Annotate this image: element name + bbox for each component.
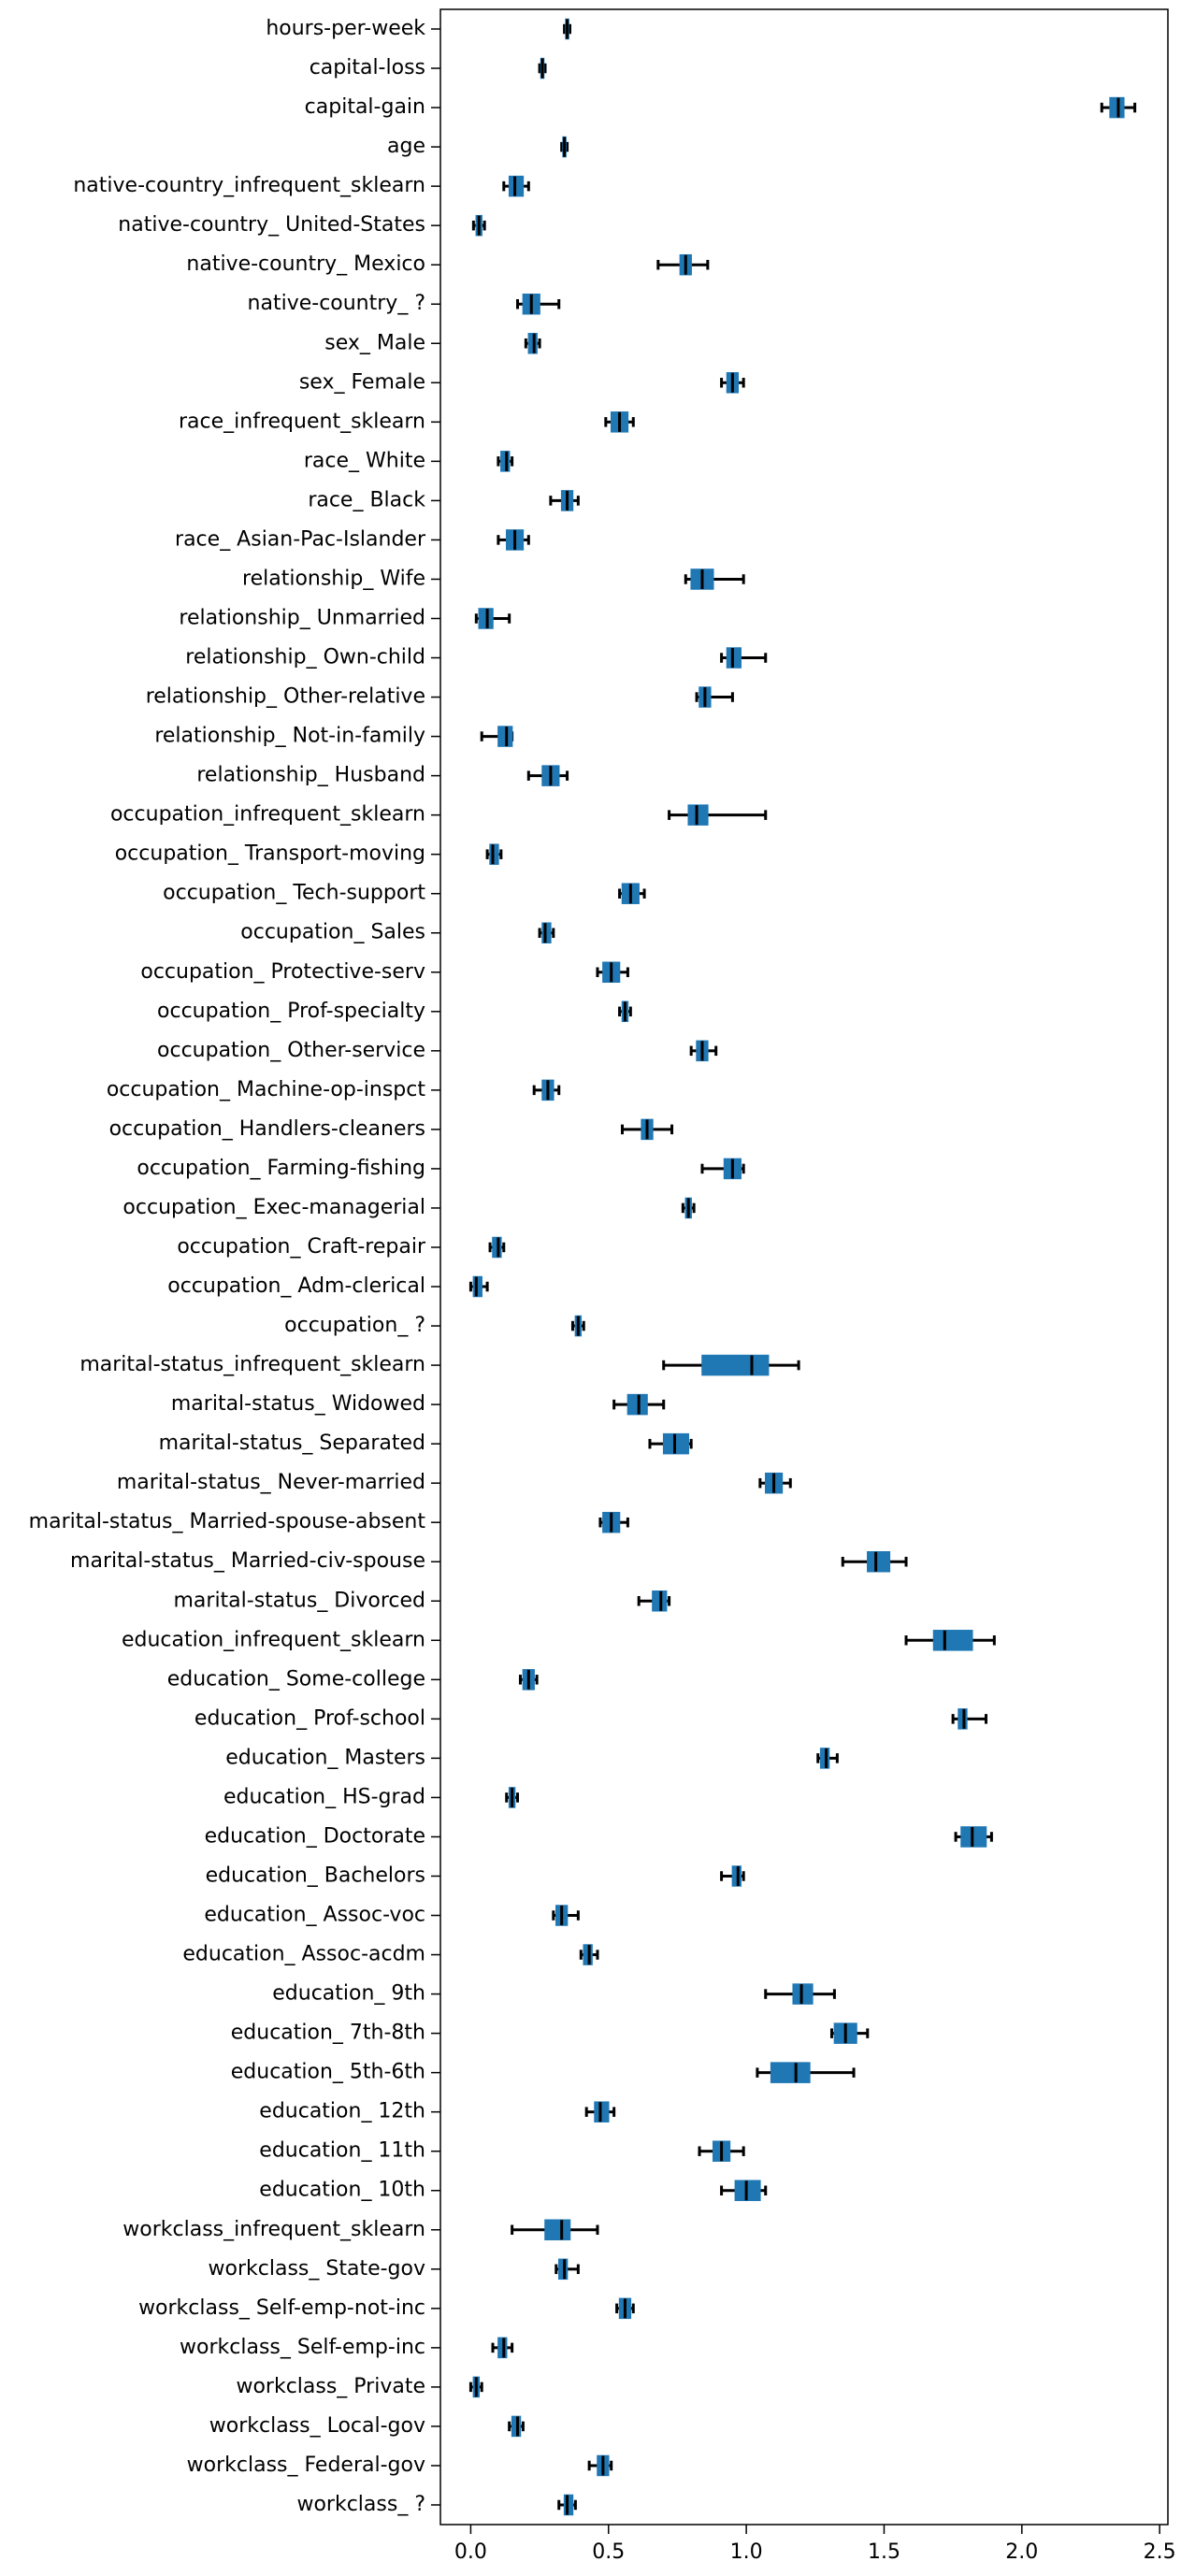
y-tick-label: occupation_ Exec-managerial [122,1196,425,1219]
y-tick-label: workclass_ Local-gov [209,2414,425,2438]
y-tick-label: education_ Doctorate [205,1824,425,1848]
y-tick-label: native-country_ ? [248,292,425,315]
y-tick-label: workclass_ ? [296,2493,425,2516]
y-tick-label: race_ Black [308,488,425,511]
x-tick-label: 1.5 [868,2540,900,2564]
y-tick-label: education_ Bachelors [206,1864,425,1887]
y-tick-label: relationship_ Unmarried [179,606,425,629]
y-tick-label: capital-gain [305,95,425,119]
box [544,2219,571,2241]
y-tick-label: native-country_ Mexico [186,252,425,276]
x-tick-label: 0.5 [592,2540,625,2564]
box [932,1630,973,1651]
y-tick-label: hours-per-week [266,17,425,40]
y-tick-label: education_ Assoc-acdm [182,1943,425,1966]
y-tick-label: education_ Prof-school [194,1706,425,1730]
y-tick-label: workclass_ Private [236,2375,425,2398]
y-tick-label: marital-status_ Separated [159,1432,425,1455]
y-tick-label: relationship_ Wife [242,567,425,590]
y-tick-label: education_ 12th [259,2100,425,2123]
y-tick-label: occupation_ Craft-repair [177,1235,426,1259]
y-tick-label: occupation_ Protective-serv [140,960,425,984]
y-tick-label: workclass_ State-gov [209,2257,425,2281]
y-tick-label: education_ Masters [225,1746,425,1769]
box [770,2062,811,2083]
x-tick-label: 0.0 [454,2540,487,2564]
box [701,1354,770,1376]
y-tick-label: occupation_ Handlers-cleaners [109,1117,425,1141]
y-tick-label: sex_ Female [299,370,425,394]
x-tick-label: 1.0 [730,2540,763,2564]
y-tick-label: workclass_ Federal-gov [187,2454,425,2477]
y-tick-label: education_ Some-college [167,1667,425,1691]
y-tick-label: marital-status_ Divorced [173,1589,425,1612]
y-tick-label: education_ HS-grad [223,1785,425,1808]
y-tick-label: occupation_ Machine-op-inspct [107,1078,426,1101]
y-tick-label: marital-status_infrequent_sklearn [79,1353,425,1376]
y-tick-label: marital-status_ Married-civ-spouse [70,1549,425,1573]
x-tick-label: 2.5 [1144,2540,1176,2564]
y-tick-label: native-country_ United-States [118,213,425,237]
y-tick-label: education_infrequent_sklearn [122,1628,425,1651]
y-tick-label: occupation_infrequent_sklearn [110,803,425,827]
y-tick-label: education_ 5th-6th [231,2061,425,2084]
y-tick-label: occupation_ Farming-fishing [137,1157,425,1180]
y-tick-label: age [387,135,425,158]
y-tick-label: occupation_ Tech-support [163,882,425,905]
y-tick-label: relationship_ Not-in-family [154,725,425,748]
y-tick-label: native-country_infrequent_sklearn [73,174,425,197]
y-tick-label: education_ 11th [259,2139,425,2163]
y-tick-label: occupation_ Other-service [157,1039,425,1062]
y-tick-label: relationship_ Husband [196,764,425,787]
y-tick-label: occupation_ Prof-specialty [157,1000,425,1023]
y-tick-label: workclass_ Self-emp-inc [180,2336,425,2359]
box [867,1550,891,1573]
y-tick-label: education_ Assoc-voc [204,1904,425,1927]
y-tick-label: sex_ Male [324,331,425,354]
y-tick-label: capital-loss [310,56,425,79]
y-tick-label: education_ 7th-8th [231,2022,425,2045]
plot-frame [439,8,1169,2526]
y-tick-label: marital-status_ Widowed [171,1392,425,1416]
y-tick-label: relationship_ Own-child [185,646,425,669]
y-tick-label: relationship_ Other-relative [146,685,425,709]
y-tick-label: race_ Asian-Pac-Islander [175,527,426,551]
y-tick-label: workclass_ Self-emp-not-inc [138,2296,425,2320]
y-tick-label: race_infrequent_sklearn [179,410,425,433]
y-tick-label: marital-status_ Married-spouse-absent [29,1510,426,1533]
y-tick-label: occupation_ ? [284,1314,425,1337]
y-tick-label: workclass_infrequent_sklearn [122,2218,425,2241]
x-tick-label: 2.0 [1005,2540,1038,2564]
y-tick-label: occupation_ Adm-clerical [167,1274,425,1298]
y-tick-label: race_ White [304,449,425,472]
y-tick-label: occupation_ Sales [240,921,425,944]
y-tick-label: occupation_ Transport-moving [115,842,425,866]
y-tick-label: education_ 10th [259,2179,425,2202]
y-tick-label: marital-status_ Never-married [117,1471,425,1494]
y-tick-label: education_ 9th [272,1982,425,2006]
